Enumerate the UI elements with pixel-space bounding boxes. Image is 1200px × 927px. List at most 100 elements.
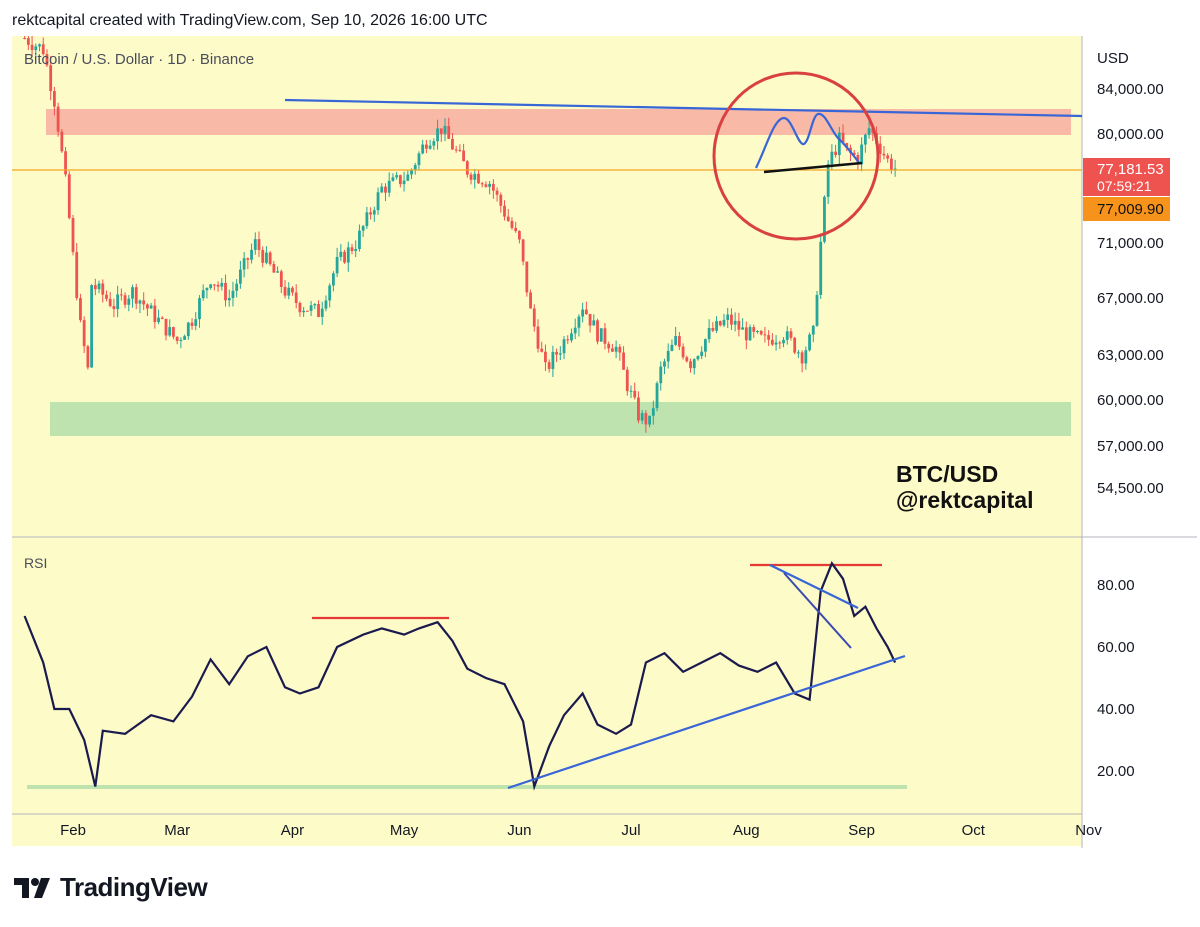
- tradingview-logo[interactable]: TradingView: [14, 872, 208, 903]
- time-tick-label: Aug: [733, 822, 760, 839]
- candle-body: [45, 54, 49, 66]
- time-tick-label: Feb: [60, 822, 86, 839]
- candle-body: [53, 91, 56, 107]
- watermark-pair: BTC/USD: [896, 461, 998, 487]
- candle-body: [644, 413, 648, 425]
- candle-body: [276, 271, 279, 273]
- candle-body: [823, 196, 826, 242]
- price-tick-label: 54,500.00: [1097, 480, 1164, 497]
- candle-body: [432, 141, 436, 146]
- candle-body: [413, 165, 417, 170]
- candle-body: [666, 350, 670, 362]
- bar-countdown: 07:59:21: [1097, 178, 1152, 194]
- candle-body: [56, 106, 60, 132]
- candle-body: [395, 175, 399, 178]
- candle-body: [253, 239, 257, 250]
- candle-body: [588, 314, 592, 326]
- candle-body: [826, 164, 830, 197]
- candle-body: [239, 269, 242, 284]
- candle-body: [841, 132, 845, 144]
- candle-body: [599, 328, 603, 342]
- candle-body: [718, 321, 722, 326]
- candle-body: [878, 143, 882, 154]
- candle-body: [741, 327, 744, 330]
- candle-body: [655, 383, 659, 409]
- candle-body: [313, 304, 317, 306]
- time-tick-label: May: [390, 822, 419, 839]
- candle-body: [82, 320, 86, 347]
- candle-body: [860, 144, 864, 165]
- candle-body: [190, 322, 194, 326]
- candle-body: [540, 348, 544, 352]
- candle-body: [458, 149, 462, 151]
- candle-body: [893, 168, 897, 170]
- candle-body: [387, 180, 391, 193]
- candle-body: [521, 239, 525, 262]
- candle-body: [302, 310, 306, 313]
- candle-body: [291, 287, 294, 293]
- candle-body: [495, 190, 499, 195]
- candle-body: [298, 302, 302, 313]
- chart-area[interactable]: BTC/USD @rektcapital Bitcoin / U.S. Doll…: [12, 32, 1197, 848]
- candle-body: [198, 298, 201, 320]
- candle-body: [105, 294, 108, 299]
- candle-body: [60, 131, 64, 152]
- candle-body: [335, 256, 339, 274]
- current-price-value: 77,181.53: [1097, 161, 1164, 178]
- candle-body: [506, 216, 510, 221]
- ref-price-tag: [1083, 197, 1170, 221]
- candle-body: [101, 283, 105, 295]
- candle-body: [179, 339, 183, 341]
- candle-body: [224, 282, 227, 301]
- price-tick-label: 63,000.00: [1097, 347, 1164, 364]
- candle-body: [722, 319, 726, 326]
- candle-body: [380, 186, 384, 193]
- candle-body: [231, 290, 235, 299]
- candle-body: [834, 151, 837, 156]
- candle-body: [614, 346, 618, 352]
- candle-body: [484, 184, 488, 187]
- price-tick-label: 80,000.00: [1097, 126, 1164, 143]
- candle-body: [815, 294, 819, 326]
- candle-body: [625, 369, 629, 392]
- rsi-tick-label: 80.00: [1097, 577, 1135, 594]
- candle-body: [417, 153, 421, 166]
- candle-body: [510, 220, 514, 228]
- candle-body: [172, 327, 175, 337]
- candle-body: [592, 320, 596, 326]
- candle-body: [819, 241, 823, 295]
- candle-body: [607, 343, 611, 349]
- candle-body: [752, 327, 756, 332]
- btc-chart-svg[interactable]: BTC/USD @rektcapital Bitcoin / U.S. Doll…: [12, 32, 1197, 848]
- candle-body: [503, 205, 506, 217]
- candle-body: [90, 285, 93, 368]
- candle-body: [142, 300, 146, 305]
- candle-body: [339, 251, 343, 257]
- candle-body: [704, 339, 707, 352]
- candle-body: [164, 318, 168, 336]
- currency-label[interactable]: USD: [1097, 50, 1129, 67]
- candle-body: [212, 284, 216, 286]
- candle-body: [324, 300, 328, 309]
- candle-body: [250, 249, 253, 260]
- candle-body: [584, 309, 588, 315]
- candle-body: [529, 292, 532, 309]
- candle-body: [778, 342, 782, 344]
- candle-body: [305, 310, 309, 312]
- candle-body: [867, 128, 871, 135]
- candle-body: [477, 173, 480, 184]
- candle-body: [547, 362, 551, 369]
- candle-body: [744, 327, 748, 341]
- rsi-tick-label: 20.00: [1097, 763, 1135, 780]
- candle-body: [882, 153, 886, 156]
- candle-body: [659, 366, 663, 384]
- candle-body: [782, 339, 785, 344]
- candle-body: [480, 183, 484, 185]
- time-tick-label: Sep: [848, 822, 875, 839]
- candle-body: [685, 357, 689, 362]
- candle-body: [30, 44, 34, 51]
- candle-body: [525, 261, 529, 293]
- candle-body: [398, 175, 402, 185]
- candle-body: [317, 304, 320, 317]
- candle-body: [79, 298, 82, 321]
